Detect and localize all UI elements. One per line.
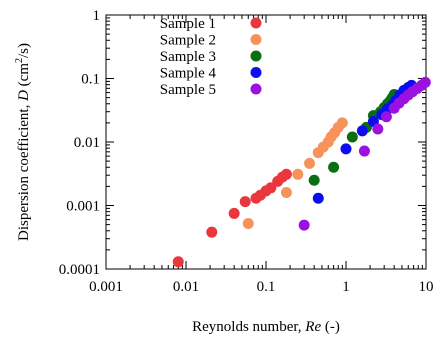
x-tick-label: 0.01 <box>173 279 199 295</box>
series-1-point <box>265 182 277 194</box>
series-2-point <box>304 157 316 169</box>
series-5-point <box>380 111 392 123</box>
axis-ticks <box>105 14 427 270</box>
legend-label: Sample 4 <box>160 66 217 82</box>
y-tick-label: 0.001 <box>66 199 100 215</box>
series-1-point <box>280 168 292 180</box>
legend-label: Sample 3 <box>160 49 216 65</box>
series-1-point <box>239 196 251 208</box>
x-tick-label: 0.001 <box>89 279 123 295</box>
y-tick-label: 0.01 <box>74 135 100 151</box>
series-3-point <box>308 174 320 186</box>
x-tick-label: 0.1 <box>257 279 276 295</box>
y-tick-label: 0.0001 <box>59 262 100 278</box>
series-5-point <box>358 145 370 157</box>
x-tick-labels: 0.001 0.01 0.1 1 10 <box>89 279 433 295</box>
plot-frame <box>105 14 427 270</box>
series-5-point <box>298 219 310 231</box>
series-4-point <box>356 125 368 137</box>
y-tick-label: 1 <box>93 8 101 24</box>
series-1-point <box>172 256 184 268</box>
legend-marker <box>250 83 262 95</box>
y-tick-labels: 0.0001 0.001 0.01 0.1 1 <box>59 8 100 278</box>
legend-marker <box>250 34 262 45</box>
series-2-point <box>336 117 348 129</box>
series-5-point <box>419 76 431 88</box>
series-1-point <box>228 207 240 219</box>
legend-marker <box>250 50 262 62</box>
legend-marker <box>250 67 262 78</box>
series-1-point <box>206 226 218 238</box>
series-5-point <box>372 123 384 135</box>
legend-label: Sample 1 <box>160 16 216 32</box>
series-2-point <box>292 168 304 180</box>
x-axis-title: Reynolds number, Re (-) <box>192 319 340 335</box>
series-2-point <box>242 218 254 230</box>
series-4-point <box>312 192 324 204</box>
series-2-point <box>280 187 292 199</box>
legend-label: Sample 5 <box>160 82 216 98</box>
y-axis-title: Dispersion coefficient, D (cm2/s) <box>14 43 32 241</box>
data-points <box>172 76 431 268</box>
series-4-point <box>340 143 352 155</box>
series-3-point <box>346 131 358 143</box>
legend-label: Sample 2 <box>160 33 216 49</box>
x-tick-label: 1 <box>342 279 350 295</box>
legend-marker <box>250 17 262 29</box>
x-tick-label: 10 <box>419 279 434 295</box>
series-3-point <box>328 161 340 173</box>
y-tick-label: 0.1 <box>81 72 100 88</box>
